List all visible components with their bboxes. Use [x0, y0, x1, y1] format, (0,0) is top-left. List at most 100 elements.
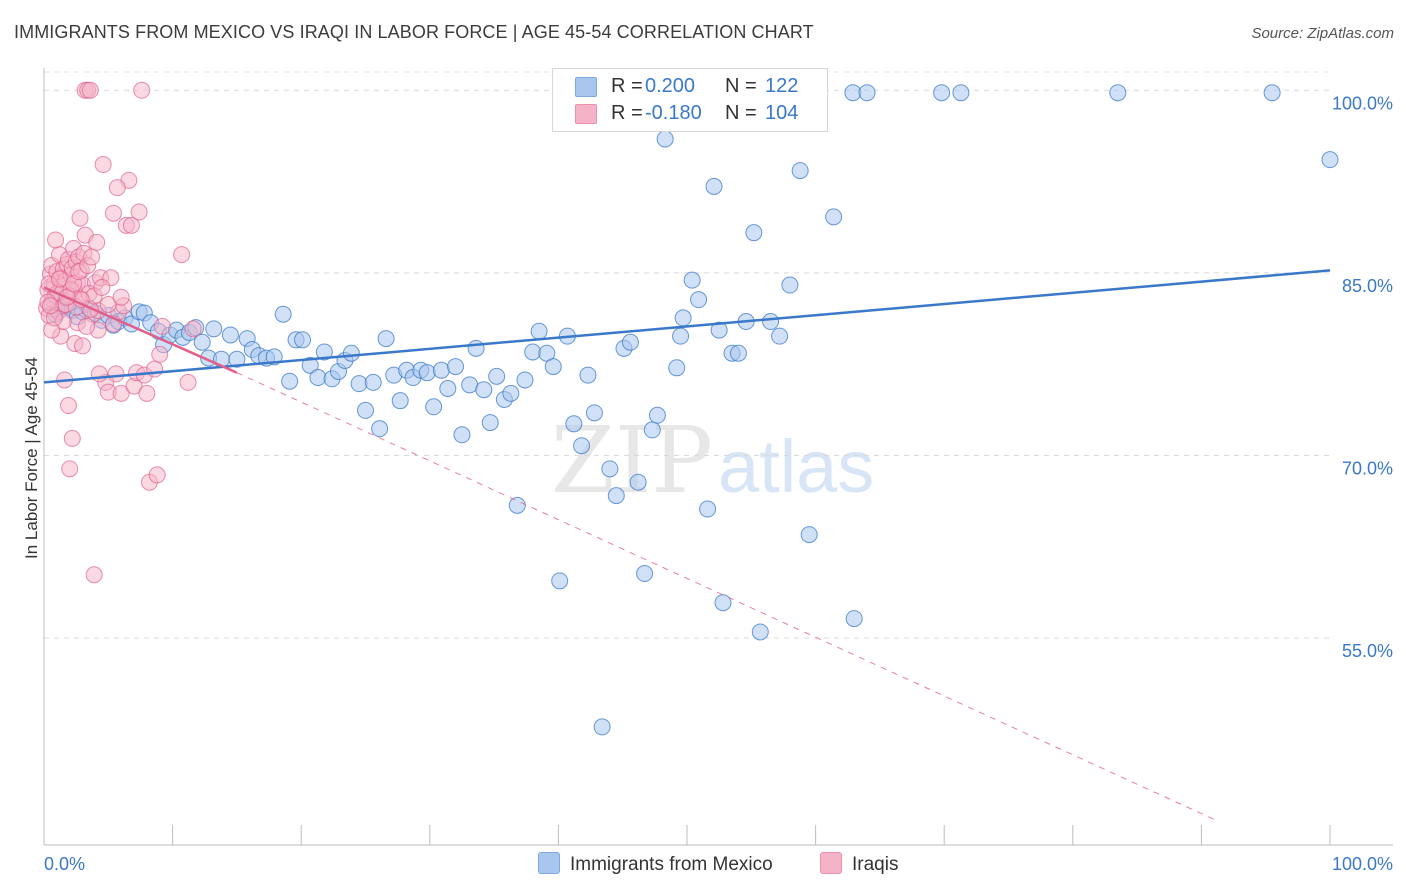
data-point-mexico	[502, 384, 520, 402]
data-point-mexico	[607, 487, 625, 505]
data-point-mexico	[377, 330, 395, 348]
legend-swatch-iraqi	[575, 104, 597, 124]
data-point-mexico	[418, 364, 436, 382]
data-point-mexico	[791, 162, 809, 180]
watermark-atlas: atlas	[718, 425, 874, 508]
y-tick-label: 70.0%	[1342, 458, 1393, 478]
y-axis-label: In Labor Force | Age 45-54	[22, 357, 41, 559]
data-point-mexico	[648, 406, 666, 424]
data-point-mexico	[858, 84, 876, 102]
data-point-mexico	[573, 437, 591, 455]
data-point-mexico	[350, 375, 368, 393]
data-point-mexico	[933, 84, 951, 102]
data-point-mexico	[293, 331, 311, 349]
data-point-mexico	[205, 320, 223, 338]
bottom-legend-label-mexico: Immigrants from Mexico	[570, 854, 773, 875]
data-point-mexico	[800, 526, 818, 544]
data-point-mexico	[274, 305, 292, 323]
legend-n-value: 122	[765, 75, 799, 97]
source-label: Source: ZipAtlas.com	[1251, 25, 1394, 42]
data-point-mexico	[745, 224, 763, 242]
data-point-iraqi	[85, 566, 103, 584]
data-point-iraqi	[151, 345, 169, 363]
data-point-mexico	[636, 565, 654, 583]
data-point-mexico	[593, 718, 611, 736]
data-point-iraqi	[133, 81, 151, 99]
data-point-iraqi	[63, 429, 81, 447]
legend-n-label: N =	[725, 75, 757, 97]
data-point-iraqi	[41, 297, 59, 315]
data-point-iraqi	[112, 288, 130, 306]
data-point-iraqi	[81, 81, 99, 99]
y-tick-label: 100.0%	[1332, 93, 1393, 113]
data-point-mexico	[674, 309, 692, 327]
data-point-iraqi	[138, 384, 156, 402]
data-point-iraqi	[88, 233, 106, 251]
data-point-iraqi	[107, 365, 125, 383]
bottom-legend-swatch-mexico	[538, 852, 560, 874]
data-point-mexico	[281, 372, 299, 390]
data-point-mexico	[656, 130, 674, 148]
data-point-mexico	[475, 381, 493, 399]
data-point-iraqi	[153, 317, 171, 335]
data-point-mexico	[621, 333, 639, 351]
data-point-mexico	[544, 358, 562, 376]
tick-labels: 55.0% 70.0% 85.0% 100.0% 0.0% 100.0%	[44, 93, 1393, 874]
data-point-mexico	[714, 594, 732, 612]
data-point-mexico	[309, 369, 327, 387]
legend-r-label: R =	[611, 75, 643, 97]
chart-title: IMMIGRANTS FROM MEXICO VS IRAQI IN LABOR…	[14, 22, 814, 42]
data-point-mexico	[516, 371, 534, 389]
data-point-iraqi	[50, 270, 68, 288]
data-point-mexico	[844, 84, 862, 102]
data-point-iraqi	[59, 397, 77, 415]
data-point-iraqi	[83, 248, 101, 266]
legend-r-value: 0.200	[645, 75, 696, 97]
data-point-mexico	[447, 358, 465, 376]
watermark: ZIP atlas	[551, 407, 874, 514]
data-point-mexico	[524, 343, 542, 361]
legend-n-value: 104	[765, 102, 799, 124]
trend-line-iraqi	[43, 286, 238, 374]
y-tick-label: 55.0%	[1342, 641, 1393, 661]
data-point-mexico	[762, 313, 780, 331]
data-point-iraqi	[61, 460, 79, 478]
legend-n-label: N =	[725, 102, 757, 124]
data-point-iraqi	[104, 204, 122, 222]
data-point-mexico	[432, 361, 450, 379]
data-point-mexico	[342, 344, 360, 362]
axes	[43, 68, 1393, 846]
data-point-mexico	[643, 421, 661, 439]
data-point-mexico	[228, 350, 246, 368]
data-point-mexico	[488, 367, 506, 385]
data-point-iraqi	[108, 179, 126, 197]
bottom-legend-iraqi: Iraqis	[820, 852, 898, 876]
data-point-mexico	[771, 327, 789, 345]
data-point-iraqi	[71, 209, 89, 227]
data-point-mexico	[751, 623, 769, 641]
data-point-mexico	[425, 398, 443, 416]
trend-lines	[43, 269, 1331, 822]
data-point-iraqi	[93, 278, 111, 296]
data-point-iraqi	[47, 231, 65, 249]
data-point-mexico	[481, 414, 499, 432]
data-point-mexico	[629, 473, 647, 491]
data-point-mexico	[705, 177, 723, 195]
bottom-legend-label-iraqi: Iraqis	[852, 854, 899, 875]
data-point-mexico	[551, 572, 569, 590]
data-point-mexico	[461, 376, 479, 394]
series-mexico-points	[43, 84, 1339, 736]
data-point-mexico	[585, 404, 603, 422]
data-point-iraqi	[130, 203, 148, 221]
data-point-mexico	[315, 343, 333, 361]
data-point-mexico	[710, 321, 728, 339]
x-tick-label: 100.0%	[1332, 854, 1393, 874]
data-point-iraqi	[179, 373, 197, 391]
data-point-mexico	[508, 496, 526, 514]
data-point-mexico	[530, 322, 548, 340]
data-point-mexico	[221, 326, 239, 344]
data-point-mexico	[439, 380, 457, 398]
data-point-mexico	[683, 271, 701, 289]
data-point-iraqi	[99, 296, 117, 314]
